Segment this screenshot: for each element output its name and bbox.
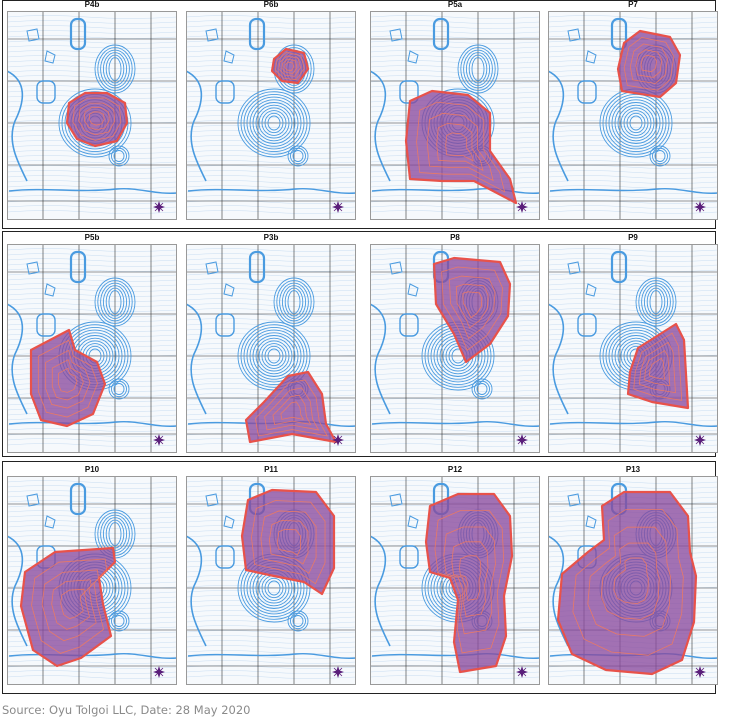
panel-title: P5a: [447, 0, 463, 9]
mine-plan-map: [7, 476, 177, 685]
pit-shell-contours: [572, 509, 684, 656]
mine-plan-map: [370, 11, 540, 220]
pit-shell-contours: [416, 101, 506, 193]
panel-title: P12: [447, 465, 463, 474]
pit-shell-contours: [623, 37, 675, 91]
compass-icon: [516, 666, 528, 678]
mine-plan-map: [370, 476, 540, 685]
mine-plan-map: [186, 476, 356, 685]
mine-plan-map: [548, 11, 718, 220]
pit-shell-contours: [251, 500, 326, 585]
source-caption: Source: Oyu Tolgoi LLC, Date: 28 May 202…: [2, 703, 251, 717]
mine-plan-map: [186, 244, 356, 453]
compass-icon: [153, 666, 165, 678]
mine-plan-map: [186, 11, 356, 220]
pit-contours: [7, 250, 177, 428]
compass-icon: [153, 201, 165, 213]
pit-shell-contours: [72, 97, 122, 141]
compass-icon: [694, 666, 706, 678]
pit-shell-contours: [275, 52, 305, 81]
mine-plan-map: [7, 244, 177, 453]
panel-title: P13: [625, 465, 641, 474]
panel-title: P7: [628, 0, 638, 9]
compass-icon: [332, 666, 344, 678]
mine-plan-map: [548, 476, 718, 685]
pit-shell: [616, 29, 682, 99]
panel-title: P6b: [263, 0, 279, 9]
grid-lines: [370, 476, 540, 685]
pit-shell-contours: [254, 379, 329, 437]
pit-shell-contours: [37, 339, 98, 418]
pit-shell-contours: [434, 510, 505, 654]
pit-shell-contours: [633, 332, 683, 401]
compass-icon: [332, 201, 344, 213]
panel-title: P5b: [84, 233, 100, 242]
mine-plan-map: [548, 244, 718, 453]
compass-icon: [694, 434, 706, 446]
pit-shell-contours: [31, 558, 108, 654]
panel-title: P4b: [84, 0, 100, 9]
panel-title: P8: [450, 233, 460, 242]
pit-shell: [404, 89, 518, 205]
compass-icon: [332, 434, 344, 446]
pit-shell: [424, 492, 514, 674]
grid-lines: [7, 11, 177, 220]
pit-shell: [626, 322, 690, 410]
panel-title: P9: [628, 233, 638, 242]
pit-shell: [65, 91, 129, 148]
compass-icon: [516, 434, 528, 446]
pit-shell: [19, 546, 117, 668]
compass-icon: [516, 201, 528, 213]
panel-title: P11: [264, 465, 278, 474]
panel-title: P10: [84, 465, 100, 474]
pit-shell: [432, 256, 512, 364]
compass-icon: [153, 434, 165, 446]
mine-plan-map: [370, 244, 540, 453]
pit-shell: [244, 370, 338, 444]
pit-shell: [29, 328, 107, 428]
panel-title: P3b: [263, 233, 279, 242]
mine-plan-map: [7, 11, 177, 220]
compass-icon: [694, 201, 706, 213]
pit-shell-contours: [441, 266, 503, 351]
